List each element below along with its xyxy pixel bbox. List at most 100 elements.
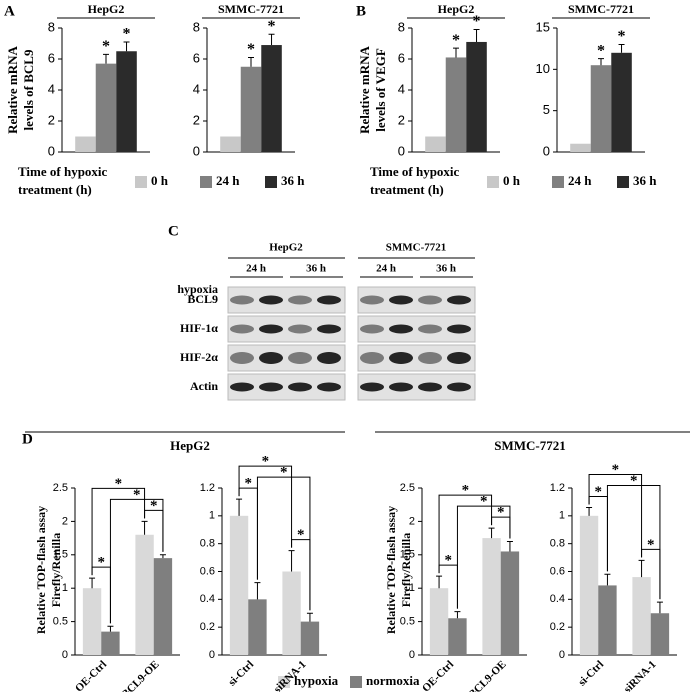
comparison-bracket	[588, 473, 643, 558]
x-tick-label: siRNA-1	[622, 658, 659, 692]
y-tick-label: 8	[48, 19, 55, 34]
y-axis-label: Firefly/Renilla	[49, 533, 63, 607]
significance: *	[445, 553, 453, 569]
bar	[570, 143, 591, 152]
panel-letter: D	[22, 431, 33, 447]
y-tick-label: 0.5	[400, 616, 415, 628]
y-tick-label: 0.8	[550, 538, 565, 550]
bar	[240, 66, 262, 152]
blot-band	[230, 324, 254, 334]
panel-letter: A	[4, 3, 15, 19]
comparison-bracket	[456, 505, 511, 609]
bar	[448, 618, 467, 655]
error-bar	[306, 612, 313, 622]
y-tick-label: 5	[543, 102, 550, 117]
bar	[429, 588, 449, 655]
bar	[75, 136, 96, 152]
bar	[598, 585, 617, 655]
y-tick-label: 0.8	[200, 538, 215, 550]
bar	[579, 515, 599, 655]
significance: *	[123, 26, 131, 43]
y-tick-label: 6	[398, 50, 405, 65]
y-tick-label: 0.5	[53, 616, 68, 628]
comparison-bracket	[238, 465, 293, 548]
blot-band	[317, 352, 341, 364]
group-title: SMMC-7721	[494, 438, 566, 453]
legend-title: Time of hypoxic	[18, 164, 108, 179]
bar	[632, 577, 651, 655]
bar	[135, 534, 154, 655]
y-axis-label: Firefly/Renilla	[399, 533, 413, 607]
blot-band	[259, 295, 283, 305]
blot-band	[389, 352, 413, 364]
y-tick-label: 1	[409, 582, 415, 594]
legend-swatch	[278, 676, 290, 688]
panel-letter: C	[168, 223, 179, 239]
error-bar	[473, 29, 480, 42]
error-bar	[656, 601, 663, 614]
time-label: 24 h	[246, 263, 266, 275]
significance: *	[452, 32, 460, 49]
comparison-bracket	[606, 484, 661, 600]
y-tick-label: 0.2	[200, 621, 215, 633]
bar	[82, 588, 102, 655]
bar	[95, 63, 117, 152]
bar	[611, 52, 632, 152]
y-tick-label: 4	[48, 81, 55, 96]
bar	[220, 136, 241, 152]
y-tick-label: 0.4	[550, 593, 565, 605]
chart-title: SMMC-7721	[568, 2, 634, 16]
bar	[101, 631, 120, 655]
protein-label: BCL9	[187, 292, 218, 306]
blot-band	[259, 324, 283, 334]
significance: *	[647, 537, 655, 553]
significance: *	[297, 527, 305, 543]
comparison-bracket	[91, 487, 146, 576]
blot-band	[230, 352, 254, 364]
legend-label: 24 h	[216, 173, 240, 188]
y-tick-label: 0	[559, 649, 565, 661]
blot-band	[317, 295, 341, 305]
y-tick-label: 0	[543, 143, 550, 158]
legend-label: 36 h	[281, 173, 305, 188]
significance: *	[462, 483, 470, 499]
chart-title: HepG2	[88, 2, 125, 16]
blot-band	[447, 324, 471, 334]
significance: *	[595, 484, 603, 500]
legend-label: 0 h	[503, 173, 521, 188]
protein-label: HIF-2α	[180, 350, 218, 364]
blot-band	[447, 382, 471, 392]
blot-band	[389, 295, 413, 305]
blot-band	[447, 295, 471, 305]
panel-letter: B	[356, 3, 366, 19]
error-bar	[89, 577, 96, 589]
blot-band	[288, 352, 312, 364]
error-bar	[254, 582, 261, 600]
significance: *	[630, 473, 638, 489]
error-bar	[103, 53, 109, 64]
blot-band	[259, 382, 283, 392]
y-tick-label: 0.6	[200, 565, 215, 577]
y-tick-label: 2.5	[53, 482, 68, 494]
blot-band	[389, 382, 413, 392]
significance: *	[98, 555, 106, 571]
x-tick-label: BCL9-OE	[119, 658, 161, 692]
bar	[300, 621, 320, 655]
y-tick-label: 0.4	[200, 593, 215, 605]
significance: *	[133, 487, 141, 503]
y-tick-label: 0	[409, 649, 415, 661]
error-bar	[123, 41, 130, 52]
significance: *	[115, 476, 123, 492]
y-tick-label: 0	[193, 143, 200, 158]
significance: *	[102, 38, 110, 55]
condition-label: hypoxia	[177, 282, 218, 296]
blot-band	[288, 295, 312, 305]
group-title: SMMC-7721	[386, 242, 447, 254]
y-tick-label: 6	[193, 50, 200, 65]
error-bar	[248, 56, 254, 67]
legend-title: treatment (h)	[18, 182, 92, 197]
error-bar	[141, 520, 148, 535]
bar	[248, 599, 267, 655]
x-tick-label: OE-Ctrl	[420, 658, 456, 692]
blot-band	[317, 324, 341, 334]
